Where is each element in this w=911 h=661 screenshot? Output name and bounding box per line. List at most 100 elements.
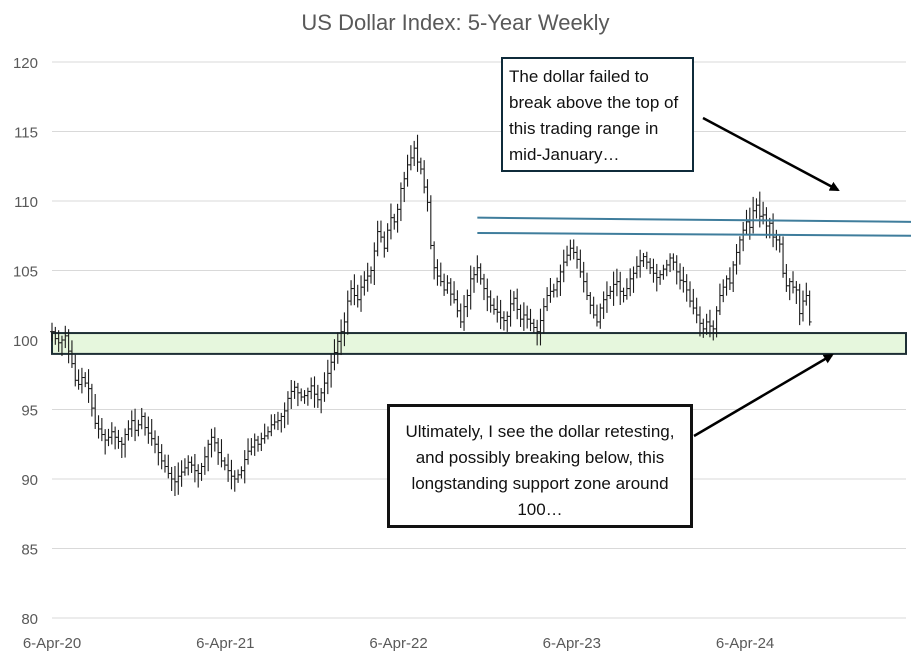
price-bar [103,429,108,455]
price-bar [518,304,523,327]
price-bar [212,427,217,452]
price-bar [764,207,769,239]
y-tick-label: 115 [14,125,38,142]
price-bar [432,241,437,280]
price-bar [618,271,623,305]
price-bar [86,369,91,403]
price-bar [658,270,663,285]
price-bar [568,239,573,261]
price-bar [794,281,799,304]
price-bar [76,369,81,390]
price-bar [186,455,191,476]
price-bar [359,275,364,312]
price-bar [166,454,171,479]
price-bar [668,253,673,273]
price-bar [428,195,433,250]
price-bar [435,259,440,286]
price-bar [438,262,443,287]
price-bar [99,418,104,442]
price-bar [608,286,613,300]
price-bar [309,377,314,400]
y-tick-label: 85 [21,542,38,559]
price-bar [149,419,154,446]
bottom-annotation-box: Ultimately, I see the dollar retesting, … [387,404,693,528]
price-bar [508,289,513,327]
price-bar [372,242,377,285]
price-bar [528,308,533,332]
price-bar [418,157,423,175]
price-bar [109,422,114,445]
support-zone-rect [51,332,907,355]
price-bar [345,290,350,335]
price-bar [382,231,387,258]
price-bar [232,470,237,492]
price-bar [375,220,380,257]
price-bar [737,236,742,265]
price-bar [694,297,699,324]
price-bar [571,239,576,260]
price-bar [172,465,177,497]
chart-title: US Dollar Index: 5-Year Weekly [301,10,610,35]
y-tick-label: 100 [13,333,38,350]
price-bar [511,291,516,312]
x-tick-label: 6-Apr-23 [543,635,601,652]
y-axis-ticks: 80 85 90 95 100 105 110 115 120 [13,55,38,628]
price-bar [731,261,736,293]
price-bar [468,265,473,310]
price-bar [551,283,556,298]
price-bar [807,290,812,326]
price-bar [365,262,370,292]
price-bar [505,311,510,332]
price-bar [133,408,138,442]
price-bar [156,435,161,466]
price-bar [545,287,550,312]
price-bar [578,249,583,278]
price-bar [804,282,809,306]
price-bar [322,372,327,402]
price-bar [784,264,789,292]
price-bar [661,264,666,280]
price-bar [601,291,606,319]
price-bar [305,387,310,406]
price-bar [143,412,148,436]
y-tick-label: 105 [13,264,38,281]
price-bar [216,437,221,465]
price-bar [445,275,450,294]
price-bar [644,251,649,270]
x-tick-label: 6-Apr-24 [716,635,774,652]
price-bar [116,429,121,449]
price-bar [315,384,320,408]
price-bar [182,458,187,476]
price-bar [757,191,762,228]
price-bar [485,278,490,312]
top-annotation-box: The dollar failed to break above the top… [501,57,694,172]
price-bar [558,264,563,296]
price-bar [219,439,224,468]
price-bar [442,273,447,296]
price-bar [89,383,94,417]
price-bar [299,388,304,402]
x-tick-label: 6-Apr-21 [196,635,254,652]
price-bar [226,453,231,482]
price-bar [448,278,453,306]
price-bar [641,252,646,267]
price-bar [229,459,234,490]
price-bar [561,249,566,283]
y-tick-label: 95 [21,403,38,420]
price-bar [415,134,420,172]
price-bar [405,154,410,187]
price-bar [555,277,560,298]
y-tick-label: 110 [14,194,38,211]
price-bar [422,160,427,194]
price-bar [688,281,693,308]
price-bar [79,367,84,394]
price-bar [265,426,270,440]
price-bar [312,376,317,408]
price-bar [236,469,241,483]
support-zone [51,332,907,355]
price-bar [369,266,374,284]
price-bar [412,140,417,167]
price-bar [581,261,586,293]
price-bar [628,268,633,297]
